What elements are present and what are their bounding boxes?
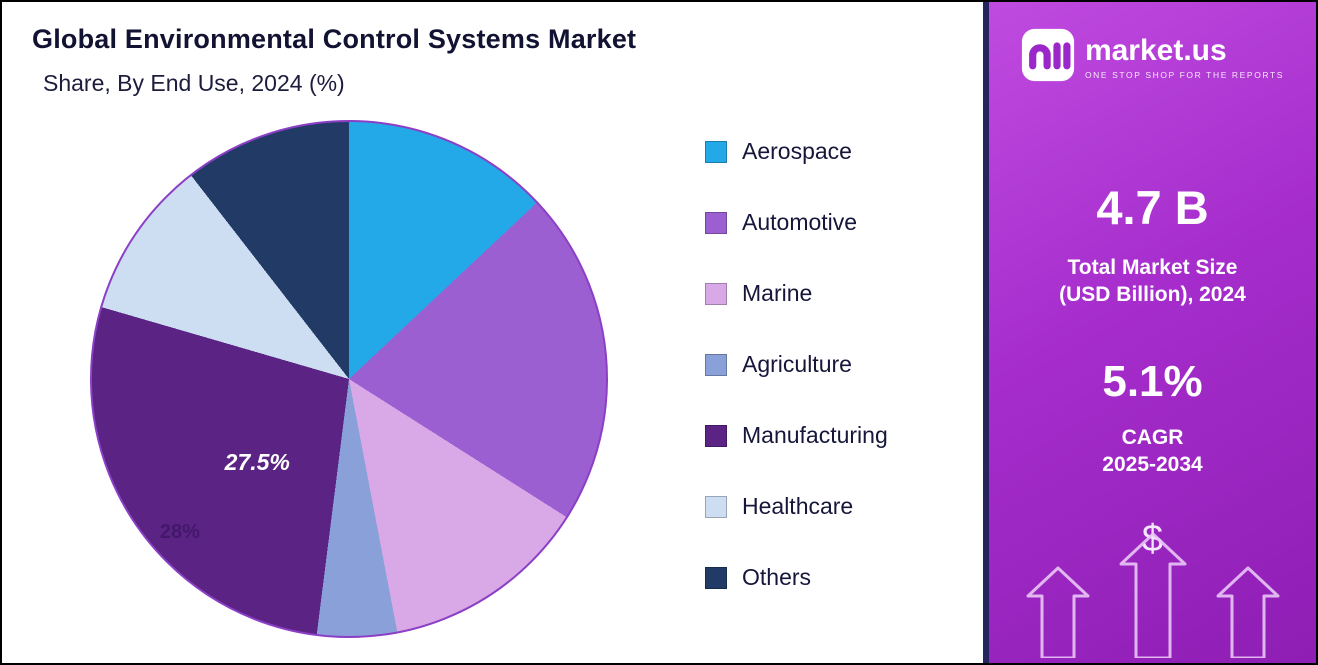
brand-name: market.us xyxy=(1084,34,1227,68)
stat-market-size-value: 4.7 B xyxy=(1096,181,1209,234)
stat-cagr-label-line2: 2025-2034 xyxy=(1102,453,1203,477)
legend-item-automotive: Automotive xyxy=(705,209,888,236)
legend-label: Manufacturing xyxy=(742,422,888,448)
legend-item-others: Others xyxy=(705,564,888,591)
chart-panel: Global Environmental Control Systems Mar… xyxy=(2,2,983,663)
brand-logo-text: market.us ONE STOP SHOP FOR THE REPORTS xyxy=(1085,35,1284,80)
stat-cagr-label: CAGR 2025-2034 xyxy=(989,424,1316,479)
legend: Aerospace Automotive Marine Agriculture Manu… xyxy=(705,138,888,591)
growth-arrows-icon xyxy=(1003,528,1303,663)
brand-sidebar: market.us ONE STOP SHOP FOR THE REPORTS … xyxy=(983,2,1316,663)
brand-logo: market.us ONE STOP SHOP FOR THE REPORTS xyxy=(989,28,1316,87)
legend-label: Automotive xyxy=(742,209,858,235)
legend-label: Aerospace xyxy=(742,138,852,164)
legend-item-agriculture: Agriculture xyxy=(705,351,888,378)
legend-label: Agriculture xyxy=(742,351,852,377)
legend-item-manufacturing: Manufacturing xyxy=(705,422,888,449)
legend-item-healthcare: Healthcare xyxy=(705,493,888,520)
brand-tagline: ONE STOP SHOP FOR THE REPORTS xyxy=(1084,69,1285,80)
legend-item-marine: Marine xyxy=(705,280,888,307)
legend-swatch xyxy=(705,566,727,589)
chart-subtitle: Share, By End Use, 2024 (%) xyxy=(43,70,345,96)
pie-data-label-faint: 28% xyxy=(159,521,200,544)
stat-market-size-label-line2: (USD Billion), 2024 xyxy=(1059,283,1246,307)
dollar-icon: $ xyxy=(1141,518,1164,560)
page-title: Global Environmental Control Systems Mar… xyxy=(32,24,637,54)
legend-swatch xyxy=(705,282,727,305)
legend-label: Marine xyxy=(742,280,813,306)
stat-market-size-label-line1: Total Market Size xyxy=(1067,256,1238,279)
legend-swatch xyxy=(705,140,727,163)
legend-swatch xyxy=(705,353,727,376)
stat-cagr-label-line1: CAGR xyxy=(1121,426,1184,449)
pie-data-label-manufacturing: 27.5% xyxy=(224,448,290,475)
stat-market-size-label: Total Market Size (USD Billion), 2024 xyxy=(989,254,1316,309)
legend-item-aerospace: Aerospace xyxy=(705,138,888,165)
pie-chart-area: 27.5% 28% xyxy=(90,120,608,638)
legend-swatch xyxy=(705,495,727,518)
legend-label: Healthcare xyxy=(742,493,854,519)
legend-swatch xyxy=(705,424,727,447)
legend-label: Others xyxy=(742,564,812,590)
pie-chart xyxy=(90,120,608,638)
stat-cagr-value: 5.1% xyxy=(1102,357,1203,406)
marketus-logo-icon xyxy=(1021,28,1075,87)
legend-swatch xyxy=(705,211,727,234)
